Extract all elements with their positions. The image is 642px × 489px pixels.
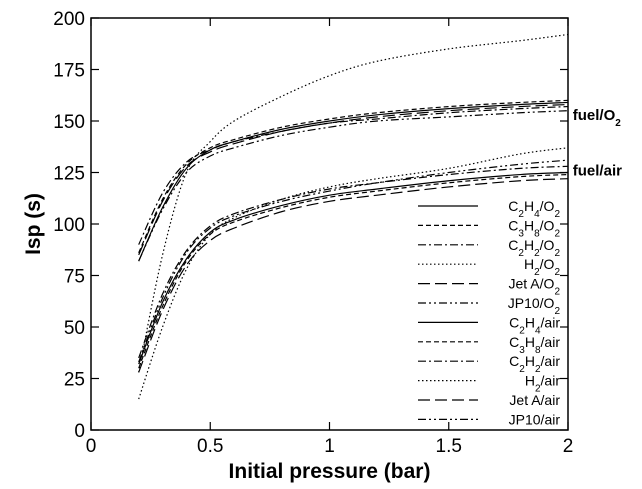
y-tick-label: 50 — [64, 318, 85, 339]
series-line-h2-air — [138, 147, 569, 400]
legend-label: JP10/O2 — [508, 295, 561, 317]
y-tick-label: 75 — [64, 267, 85, 288]
legend-label: Jet A/O2 — [509, 276, 561, 298]
series-line-c2h4-o2 — [138, 101, 569, 262]
y-tick-label: 25 — [64, 370, 85, 391]
y-tick-label: 125 — [53, 164, 85, 185]
legend-label: C2H4/O2 — [508, 198, 560, 220]
series-line-jp10-o2 — [138, 110, 569, 262]
legend-label: H2/air — [525, 373, 560, 395]
legend-item-c3h8-o2: C3H8/O2 — [418, 217, 560, 239]
x-tick-label: 1 — [324, 436, 335, 457]
legend-label: Jet A/air — [509, 392, 560, 408]
series-line-c2h2-o2 — [138, 105, 569, 245]
annotation-fuel-air: fuel/air — [573, 162, 622, 179]
legend-item-h2-air: H2/air — [418, 373, 560, 395]
legend-item-jp10-o2: JP10/O2 — [418, 295, 560, 317]
y-tick-label: 200 — [53, 9, 85, 30]
y-axis-title: Isp (s) — [22, 193, 45, 255]
legend-label: C2H4/air — [509, 314, 560, 336]
legend-item-c2h4-air: C2H4/air — [418, 314, 560, 336]
y-tick-label: 175 — [53, 61, 85, 82]
annotation-fuel-o2: fuel/O2 — [573, 107, 622, 129]
series-line-jet-a-o2 — [138, 103, 569, 256]
legend-item-c2h2-o2: C2H2/O2 — [418, 237, 560, 258]
x-tick-label: 1.5 — [436, 436, 462, 457]
legend-item-jp10-air: JP10/air — [418, 411, 560, 427]
legend-label: C2H2/O2 — [508, 237, 560, 258]
x-tick-label: 0 — [86, 436, 97, 457]
series-lines — [138, 33, 569, 400]
legend-item-c3h8-air: C3H8/air — [418, 334, 560, 356]
legend-label: C2H2/air — [509, 353, 560, 375]
series-line-h2-o2 — [138, 33, 569, 373]
legend-label: JP10/air — [509, 411, 561, 427]
legend-label: C3H8/air — [509, 334, 560, 356]
x-tick-label: 0.5 — [197, 436, 223, 457]
legend-item-jet-a-o2: Jet A/O2 — [418, 276, 561, 298]
legend-label: H2/O2 — [524, 256, 560, 278]
axes: 0 0.5 1 1.5 2 0 25 50 75 100 125 150 175 200 — [53, 9, 573, 457]
y-tick-label: 150 — [53, 112, 85, 133]
legend-item-c2h4-o2: C2H4/O2 — [418, 198, 560, 220]
legend-item-jet-a-air: Jet A/air — [418, 392, 560, 408]
legend-label: C3H8/O2 — [508, 217, 560, 239]
series-line-c2h4-air — [138, 171, 569, 365]
legend-item-c2h2-air: C2H2/air — [418, 353, 560, 375]
series-line-c3h8-o2 — [138, 99, 569, 254]
x-axis-title: Initial pressure (bar) — [229, 460, 431, 483]
legend-item-h2-o2: H2/O2 — [418, 256, 560, 278]
y-tick-label: 0 — [74, 421, 85, 442]
annotations: fuel/O2 fuel/air — [573, 107, 622, 180]
y-tick-label: 100 — [53, 215, 85, 236]
series-line-jet-a-air — [138, 178, 569, 373]
series-line-jp10-air — [138, 159, 569, 363]
x-tick-label: 2 — [563, 436, 574, 457]
